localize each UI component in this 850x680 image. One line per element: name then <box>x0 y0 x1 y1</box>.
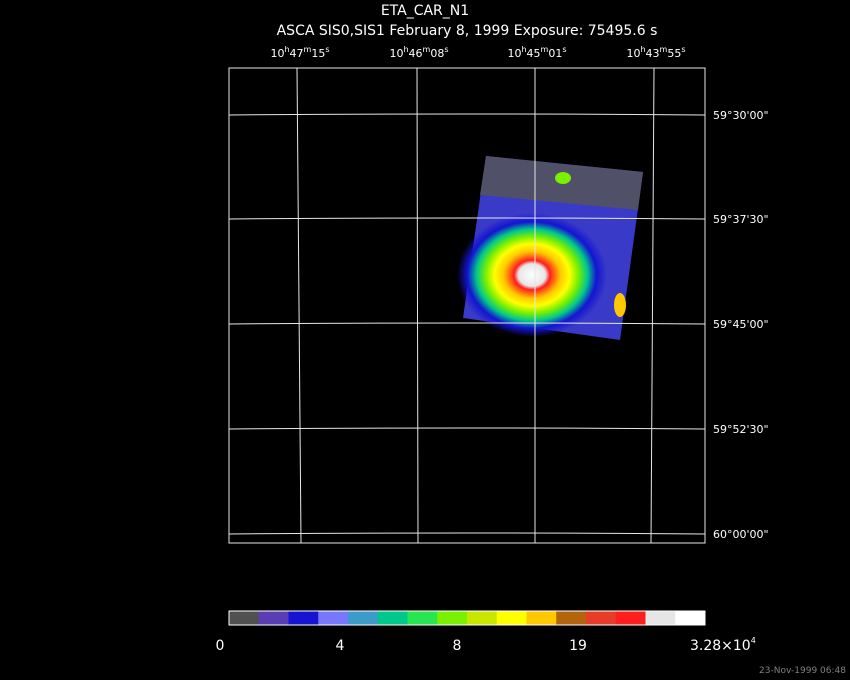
xray-image <box>457 156 643 340</box>
title: ETA_CAR_N1 <box>381 3 469 19</box>
colorbar-label: 19 <box>569 638 587 654</box>
ra-label: 10h47m15s <box>270 45 329 60</box>
colorbar-swatch <box>229 611 260 625</box>
colorbar-swatch <box>645 611 676 625</box>
dec-label: 59°45'00" <box>713 318 769 331</box>
ra-value: 10 <box>626 47 640 60</box>
colorbar-frame <box>228 610 706 626</box>
colorbar-swatch <box>496 611 527 625</box>
colorbar-max-exponent: 4 <box>751 636 756 645</box>
ra-value: 15 <box>311 47 325 60</box>
colorbar-swatch <box>407 611 438 625</box>
colorbar-swatch <box>288 611 319 625</box>
ra-label: 10h46m08s <box>389 45 448 60</box>
colorbar-swatch <box>526 611 557 625</box>
ra-unit: m <box>304 45 312 54</box>
dec-label: 59°37'30" <box>713 213 769 226</box>
colorbar-swatch <box>675 611 706 625</box>
ra-unit: h <box>403 45 408 54</box>
dec-label: 60°00'00" <box>713 528 769 541</box>
ra-unit: s <box>444 45 448 54</box>
colorbar-swatch <box>437 611 468 625</box>
ra-value: 55 <box>667 47 681 60</box>
ra-label: 10h45m01s <box>507 45 566 60</box>
timestamp: 23-Nov-1999 06:48 <box>759 666 846 676</box>
colorbar-swatch <box>467 611 498 625</box>
ra-unit: h <box>521 45 526 54</box>
ra-value: 08 <box>430 47 444 60</box>
ra-unit: s <box>562 45 566 54</box>
ra-unit: h <box>284 45 289 54</box>
ra-value: 01 <box>548 47 562 60</box>
frame <box>228 67 706 544</box>
colorbar-swatch <box>556 611 587 625</box>
ra-value: 10 <box>389 47 403 60</box>
ra-label: 10h43m55s <box>626 45 685 60</box>
ra-value: 10 <box>507 47 521 60</box>
ra-value: 45 <box>527 47 541 60</box>
colorbar-swatch <box>615 611 646 625</box>
dec-label: 59°52'30" <box>713 423 769 436</box>
colorbar-max-mantissa: 3.28×10 <box>690 638 751 654</box>
colorbar-swatch <box>586 611 617 625</box>
colorbar-swatch <box>377 611 408 625</box>
ra-value: 46 <box>409 47 423 60</box>
colorbar-label: 4 <box>336 638 345 654</box>
colorbar-max-label: 3.28×104 <box>690 636 756 654</box>
colorbar-label: 0 <box>216 638 225 654</box>
colorbar-swatch <box>318 611 349 625</box>
ra-unit: h <box>640 45 645 54</box>
coordinate-grid <box>228 67 706 544</box>
ra-unit: m <box>423 45 431 54</box>
colorbar-swatch <box>348 611 379 625</box>
colorbar-label: 8 <box>453 638 462 654</box>
ra-value: 47 <box>290 47 304 60</box>
ra-unit: m <box>660 45 668 54</box>
dec-label: 59°30'00" <box>713 109 769 122</box>
colorbar-swatch <box>258 611 289 625</box>
subtitle: ASCA SIS0,SIS1 February 8, 1999 Exposure… <box>277 23 658 39</box>
ra-unit: s <box>681 45 685 54</box>
ra-value: 43 <box>646 47 660 60</box>
ra-unit: m <box>541 45 549 54</box>
ra-value: 10 <box>270 47 284 60</box>
ra-unit: s <box>325 45 329 54</box>
